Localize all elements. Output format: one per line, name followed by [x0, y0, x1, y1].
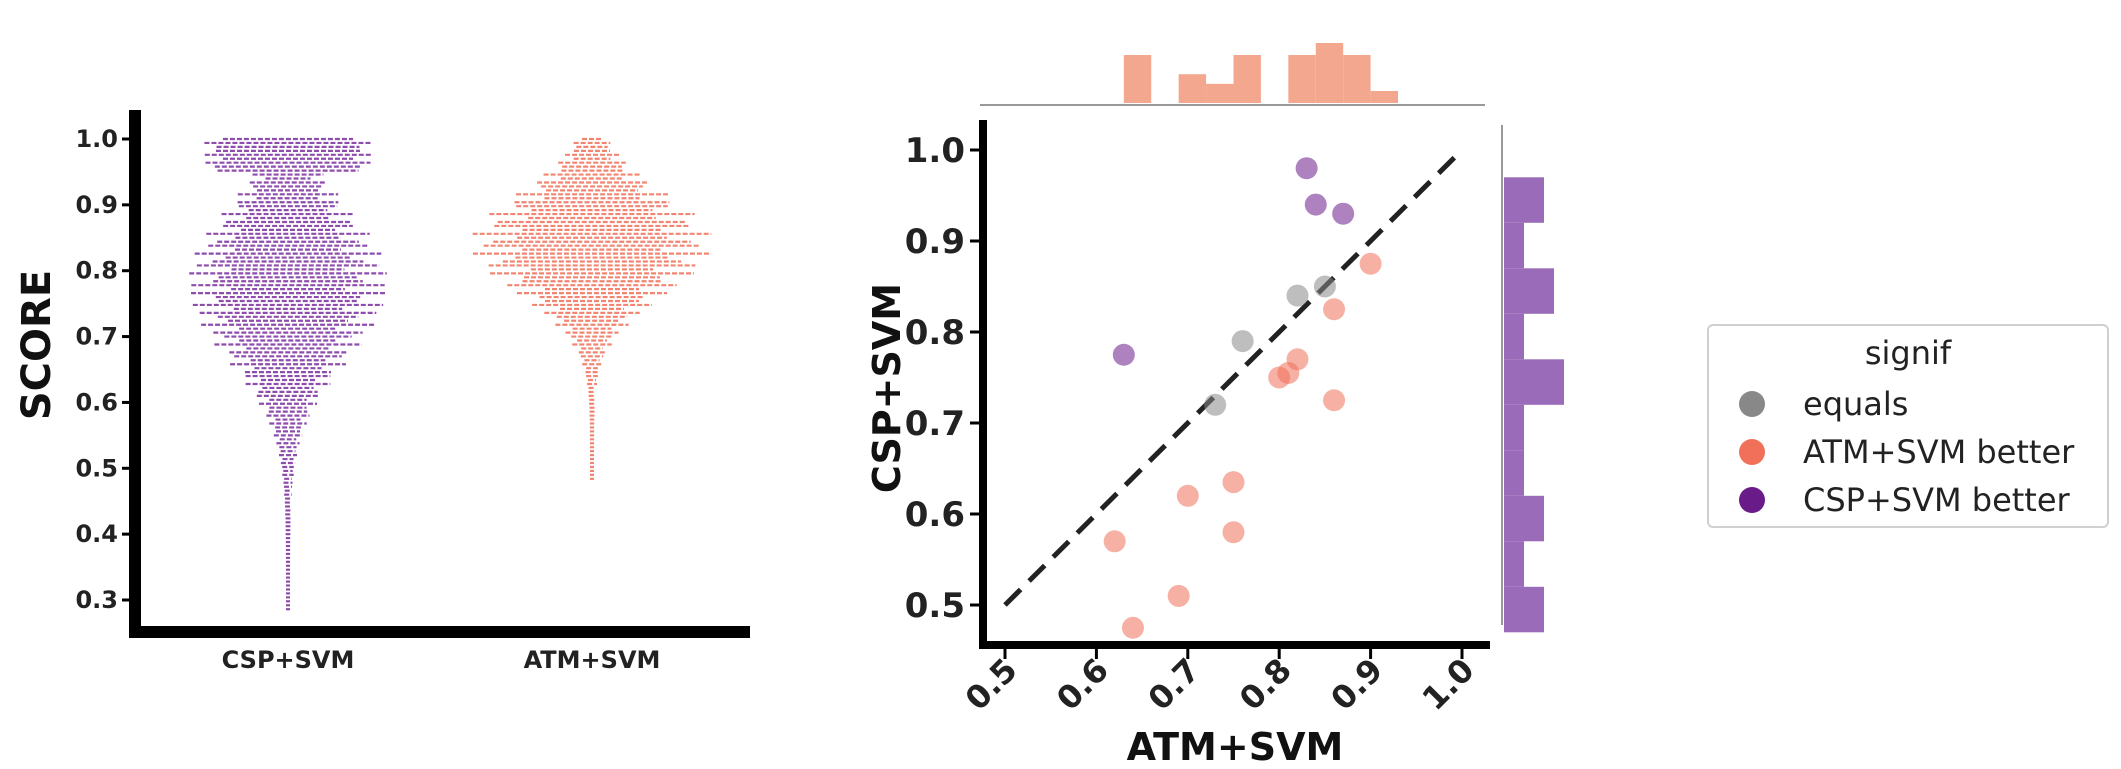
right-histogram	[1504, 177, 1564, 633]
top-hist-bar	[1288, 55, 1316, 103]
scatter-plot: 0.5 0.6 0.7 0.8 0.9 1.0 0.5 0.6 0.7 0.8 0.9 1.0 AT…	[865, 43, 1564, 769]
scatter-point	[1204, 393, 1227, 416]
scatter-x-tick-label: 0.9	[1323, 651, 1390, 718]
scatter-point	[1277, 361, 1300, 384]
scatter-point	[1332, 202, 1355, 225]
scatter-x-tick-label: 1.0	[1415, 651, 1482, 718]
legend-title: signif	[1864, 334, 1952, 372]
swarm-x-tick-label: ATM+SVM	[524, 646, 661, 674]
top-hist-bar	[1123, 55, 1152, 103]
scatter-y-tick-label: 1.0	[905, 131, 965, 171]
legend-marker	[1739, 391, 1765, 417]
legend-item-atm-better: ATM+SVM better	[1739, 430, 2074, 474]
swarm-y-tick-label: 0.4	[75, 520, 118, 548]
legend: signif equals ATM+SVM better CSP+SVM bet…	[1707, 324, 2109, 528]
scatter-y-tick-label: 0.8	[905, 313, 965, 353]
swarm-y-tick-label: 0.3	[75, 586, 118, 614]
scatter-point	[1231, 330, 1254, 353]
scatter-point	[1121, 616, 1144, 639]
top-hist-bar	[1343, 55, 1371, 103]
top-hist-bar	[1370, 91, 1399, 103]
right-hist-bar	[1504, 268, 1554, 314]
right-hist-bar	[1504, 450, 1524, 496]
scatter-point	[1222, 521, 1245, 544]
legend-item-csp-better: CSP+SVM better	[1739, 478, 2070, 522]
swarm-y-tick-label: 0.7	[75, 323, 118, 351]
swarm-y-label: SCORE	[14, 270, 60, 420]
scatter-point	[1313, 275, 1336, 298]
right-hist-bar	[1504, 222, 1524, 269]
scatter-x-tick-label: 0.7	[1141, 651, 1208, 718]
right-hist-bar	[1504, 313, 1524, 360]
top-hist-bar	[1315, 43, 1344, 103]
right-hist-bar	[1504, 541, 1524, 587]
right-hist-bar	[1504, 586, 1544, 633]
scatter-point	[1222, 471, 1245, 494]
right-hist-bar	[1504, 359, 1564, 405]
scatter-point	[1176, 484, 1199, 507]
scatter-y-tick-label: 0.7	[905, 404, 965, 444]
swarm-marks	[189, 137, 712, 611]
scatter-point	[1103, 530, 1126, 553]
top-hist-bar	[1178, 74, 1207, 103]
scatter-point	[1323, 298, 1346, 321]
scatter-point	[1359, 252, 1382, 275]
scatter-y-ticks: 0.5 0.6 0.7 0.8 0.9 1.0	[905, 131, 980, 626]
scatter-point	[1167, 584, 1190, 607]
top-hist-bar	[1206, 83, 1234, 103]
scatter-x-ticks: 0.5 0.6 0.7 0.8 0.9 1.0	[958, 649, 1482, 718]
scatter-x-tick-label: 0.8	[1232, 651, 1299, 718]
legend-item-equals: equals	[1739, 382, 1908, 426]
swarm-y-tick-label: 0.8	[75, 257, 118, 285]
scatter-y-tick-label: 0.9	[905, 222, 965, 262]
swarm-y-tick-label: 0.6	[75, 388, 118, 416]
reference-line	[1003, 148, 1464, 607]
right-hist-bar	[1504, 177, 1544, 223]
scatter-points	[1103, 157, 1382, 639]
legend-label: equals	[1803, 385, 1909, 423]
scatter-y-tick-label: 0.5	[905, 586, 965, 626]
legend-marker	[1739, 487, 1765, 513]
swarm-y-ticks: 0.3 0.4 0.5 0.6 0.7 0.8 0.9 1.0	[75, 125, 130, 614]
swarm-y-tick-label: 1.0	[75, 125, 118, 153]
top-hist-bar	[1233, 55, 1261, 103]
swarm-y-tick-label: 0.5	[75, 454, 118, 482]
legend-label: CSP+SVM better	[1803, 481, 2070, 519]
scatter-point	[1295, 157, 1318, 180]
scatter-point	[1286, 284, 1309, 307]
legend-label: ATM+SVM better	[1803, 433, 2075, 471]
right-hist-bar	[1504, 495, 1544, 542]
scatter-x-tick-label: 0.6	[1049, 651, 1116, 718]
scatter-point	[1323, 389, 1346, 412]
legend-marker	[1739, 439, 1765, 465]
scatter-y-tick-label: 0.6	[905, 495, 965, 535]
scatter-y-label: CSP+SVM	[865, 283, 909, 493]
swarm-x-tick-label: CSP+SVM	[222, 646, 355, 674]
right-hist-bar	[1504, 404, 1524, 451]
scatter-x-tick-label: 0.5	[958, 651, 1025, 718]
top-histogram	[1123, 43, 1399, 103]
swarm-y-tick-label: 0.9	[75, 191, 118, 219]
swarm-plot: 0.30.40.50.60.70.80.91.0 CSP+SVM ATM+SVM …	[14, 110, 750, 674]
scatter-x-label: ATM+SVM	[1127, 725, 1344, 769]
scatter-point	[1304, 193, 1327, 216]
swarm-x-ticks: CSP+SVM ATM+SVM	[222, 646, 661, 674]
scatter-point	[1112, 343, 1135, 366]
